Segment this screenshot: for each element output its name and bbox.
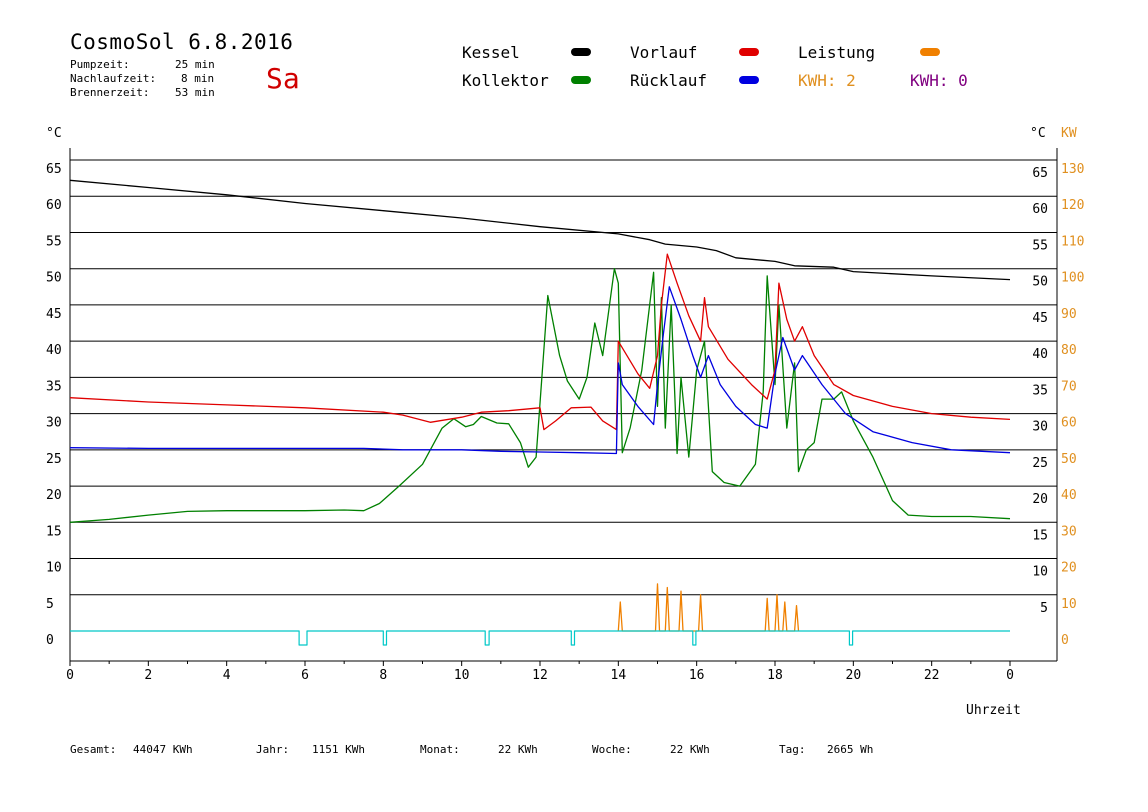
series-line-pumpe [70,630,1010,646]
info-pumpzeit-label: Pumpzeit: [70,58,130,71]
y-tick-label-left: 35 [46,379,62,394]
legend-leistung-swatch [920,48,940,56]
y-tick-label-right: 40 [1032,347,1048,362]
y-axis-unit-left: °C [46,126,62,141]
y-tick-label-left: 10 [46,561,62,576]
x-tick-label: 0 [66,668,74,683]
stat-tag-label: Tag: [779,743,806,756]
kw-tick-label: 50 [1061,452,1077,467]
kw-tick-label: 130 [1061,162,1084,177]
kw-tick-label: 40 [1061,488,1077,503]
x-tick-label: 4 [223,668,231,683]
y-tick-label-left: 25 [46,452,62,467]
x-tick-label: 12 [532,668,548,683]
page-title: CosmoSol 6.8.2016 [70,30,294,54]
kw-tick-label: 90 [1061,307,1077,322]
kw-tick-label: 10 [1061,597,1077,612]
kw-tick-label: 0 [1061,633,1069,648]
y-tick-label-right: 35 [1032,383,1048,398]
legend-ruecklauf-label: Rücklauf [630,71,708,90]
y-tick-label-left: 60 [46,198,62,213]
y-tick-label-right: 5 [1040,601,1048,616]
legend-leistung-label: Leistung [798,43,876,62]
y-tick-label-left: 55 [46,234,62,249]
y-tick-label-left: 50 [46,271,62,286]
kw-tick-label: 60 [1061,416,1077,431]
stat-jahr-value: 1151 KWh [312,743,365,756]
x-tick-label: 6 [301,668,309,683]
y-tick-label-left: 5 [46,597,54,612]
info-nachlaufzeit-value: 8 min [181,72,215,85]
kw-axis-unit: KW [1061,126,1077,141]
y-tick-label-left: 15 [46,524,62,539]
kw-tick-label: 70 [1061,379,1077,394]
series-line-leistung [617,583,800,632]
y-tick-label-right: 60 [1032,202,1048,217]
legend-vorlauf-label: Vorlauf [630,43,698,62]
stat-gesamt-label: Gesamt: [70,743,117,756]
x-tick-label: 16 [689,668,705,683]
x-tick-label: 2 [144,668,152,683]
x-tick-label: 18 [767,668,783,683]
y-tick-label-right: 45 [1032,311,1048,326]
info-brennerzeit-value: 53 min [175,86,215,99]
legend-vorlauf-swatch [739,48,759,56]
y-tick-label-right: 15 [1032,528,1048,543]
y-tick-label-left: 20 [46,488,62,503]
legend-kwh-purple: KWH: 0 [910,71,968,90]
legend-kollektor-swatch [571,76,591,84]
kw-tick-label: 110 [1061,234,1084,249]
y-tick-label-right: 25 [1032,456,1048,471]
weekday-label: Sa [266,62,300,95]
kw-tick-label: 100 [1061,271,1084,286]
stat-monat-value: 22 KWh [498,743,538,756]
info-brennerzeit-label: Brennerzeit: [70,86,150,99]
y-tick-label-left: 0 [46,633,54,648]
legend-kessel-swatch [571,48,591,56]
kw-tick-label: 80 [1061,343,1077,358]
y-tick-label-right: 30 [1032,420,1048,435]
series-line-vorlauf [69,253,1011,431]
info-nachlaufzeit-label: Nachlaufzeit: [70,72,157,85]
y-tick-label-right: 65 [1032,166,1048,181]
kw-tick-label: 20 [1061,561,1077,576]
legend-kwh-orange: KWH: 2 [798,71,856,90]
series-line-kollektor [69,268,1011,523]
kw-tick-label: 30 [1061,524,1077,539]
series-line-ruecklauf [69,286,1011,455]
y-tick-label-left: 45 [46,307,62,322]
stat-jahr-label: Jahr: [256,743,290,756]
kw-tick-label: 120 [1061,198,1084,213]
y-tick-label-right: 50 [1032,275,1048,290]
series-line-kessel [69,179,1011,281]
x-axis-label: Uhrzeit [966,703,1021,718]
x-tick-label: 8 [379,668,387,683]
stat-woche-value: 22 KWh [670,743,710,756]
y-tick-label-left: 30 [46,416,62,431]
y-tick-label-left: 40 [46,343,62,358]
y-tick-label-right: 10 [1032,565,1048,580]
legend-ruecklauf-swatch [739,76,759,84]
y-axis-unit-right: °C [1030,126,1046,141]
x-tick-label: 0 [1006,668,1014,683]
x-tick-label: 14 [611,668,627,683]
y-tick-label-right: 20 [1032,492,1048,507]
y-tick-label-left: 65 [46,162,62,177]
stat-woche-label: Woche: [592,743,632,756]
info-pumpzeit-value: 25 min [175,58,215,71]
x-tick-label: 20 [846,668,862,683]
legend-kessel-label: Kessel [462,43,520,62]
stat-gesamt-value: 44047 KWh [133,743,193,756]
legend-kollektor-label: Kollektor [462,71,549,90]
stat-monat-label: Monat: [420,743,460,756]
stat-tag-value: 2665 Wh [827,743,874,756]
x-tick-label: 10 [454,668,470,683]
y-tick-label-right: 55 [1032,238,1048,253]
x-tick-label: 22 [924,668,940,683]
